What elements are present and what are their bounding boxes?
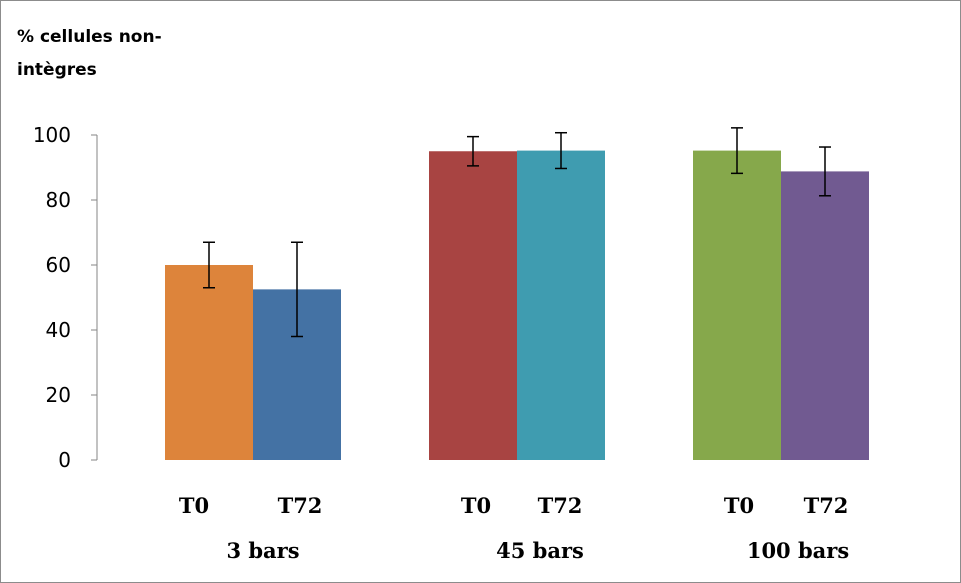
x-category-label: T72 [804, 493, 849, 518]
y-tick-label: 100 [33, 123, 71, 147]
x-group-label: 45 bars [496, 538, 584, 563]
x-category-label: T72 [278, 493, 323, 518]
x-category-label: T72 [538, 493, 583, 518]
bar-100-bars-T72 [781, 171, 869, 460]
y-tick-label: 80 [46, 188, 71, 212]
y-tick-label: 40 [46, 318, 71, 342]
x-category-label: T0 [179, 493, 209, 518]
bar-45-bars-T72 [517, 150, 605, 460]
x-category-label: T0 [724, 493, 754, 518]
x-group-label: 3 bars [226, 538, 299, 563]
y-tick-label: 60 [46, 253, 71, 277]
y-tick-label: 0 [58, 448, 71, 472]
bar-3-bars-T0 [165, 265, 253, 460]
y-axis-label-line-2: intègres [17, 60, 97, 80]
y-axis-label-line-1: % cellules non- [17, 27, 162, 47]
x-category-label: T0 [461, 493, 491, 518]
y-tick-label: 20 [46, 383, 71, 407]
bar-100-bars-T0 [693, 150, 781, 460]
bar-45-bars-T0 [429, 151, 517, 460]
x-group-label: 100 bars [747, 538, 849, 563]
